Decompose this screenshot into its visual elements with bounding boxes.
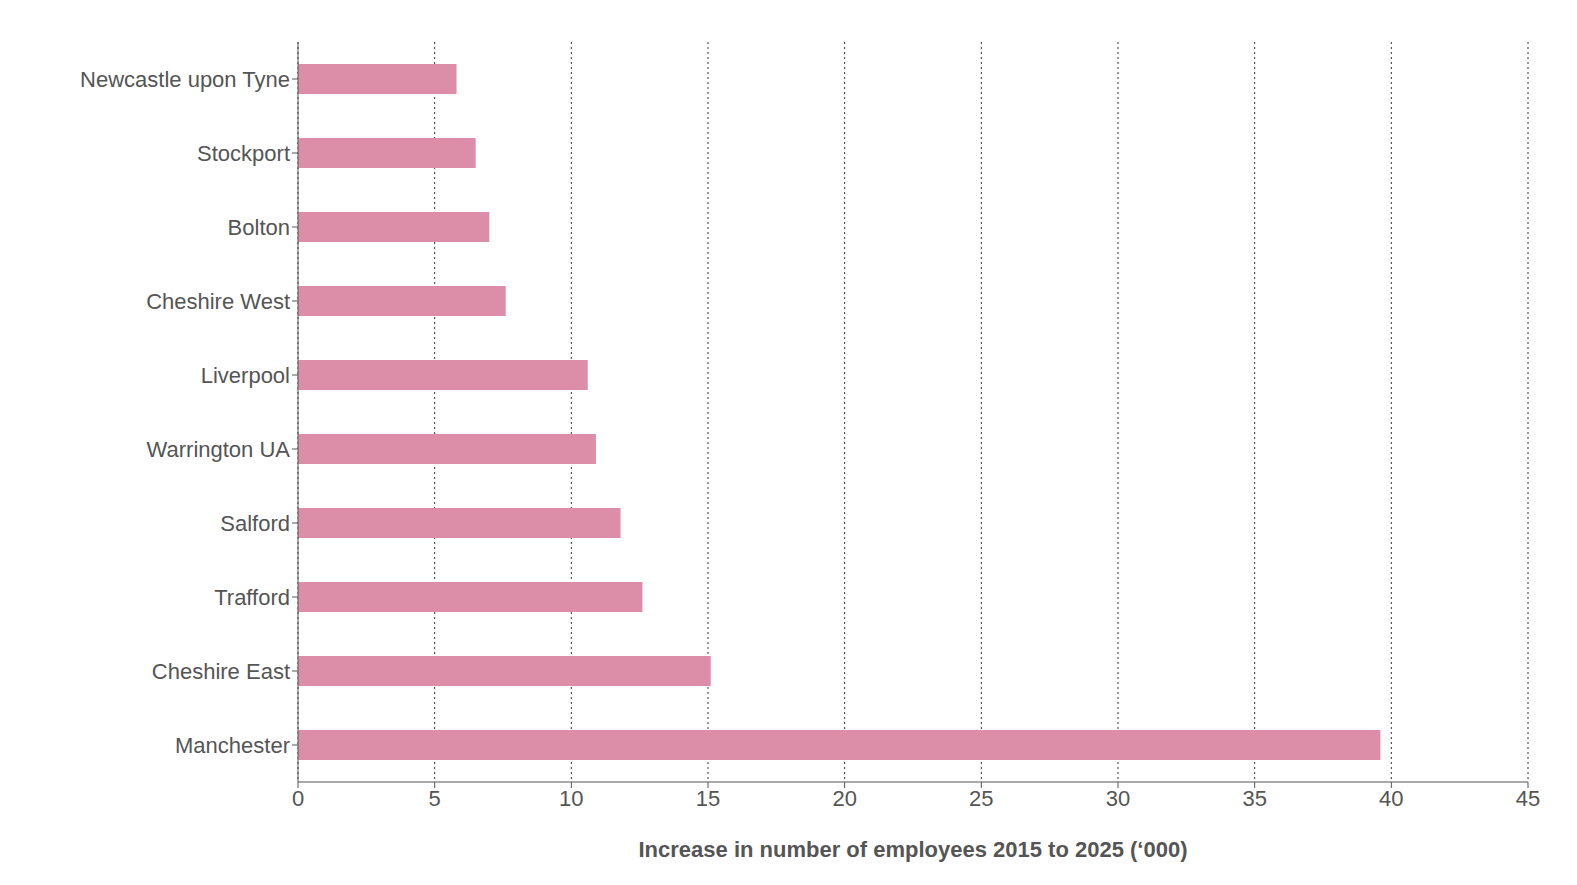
svg-text:Newcastle upon Tyne: Newcastle upon Tyne (80, 67, 290, 92)
svg-text:Liverpool: Liverpool (201, 363, 290, 388)
svg-text:Manchester: Manchester (175, 733, 290, 758)
svg-text:35: 35 (1242, 786, 1266, 811)
svg-text:10: 10 (559, 786, 583, 811)
svg-text:45: 45 (1516, 786, 1540, 811)
svg-text:Salford: Salford (220, 511, 290, 536)
svg-text:Trafford: Trafford (214, 585, 290, 610)
svg-text:Increase in number of employee: Increase in number of employees 2015 to … (638, 837, 1187, 862)
svg-text:Warrington UA: Warrington UA (147, 437, 291, 462)
svg-text:25: 25 (969, 786, 993, 811)
svg-text:0: 0 (292, 786, 304, 811)
svg-text:Cheshire West: Cheshire West (146, 289, 290, 314)
svg-text:Stockport: Stockport (197, 141, 290, 166)
svg-text:20: 20 (832, 786, 856, 811)
svg-text:Bolton: Bolton (228, 215, 290, 240)
svg-text:30: 30 (1106, 786, 1130, 811)
svg-text:15: 15 (696, 786, 720, 811)
svg-text:Cheshire East: Cheshire East (152, 659, 290, 684)
svg-text:40: 40 (1379, 786, 1403, 811)
svg-text:5: 5 (429, 786, 441, 811)
